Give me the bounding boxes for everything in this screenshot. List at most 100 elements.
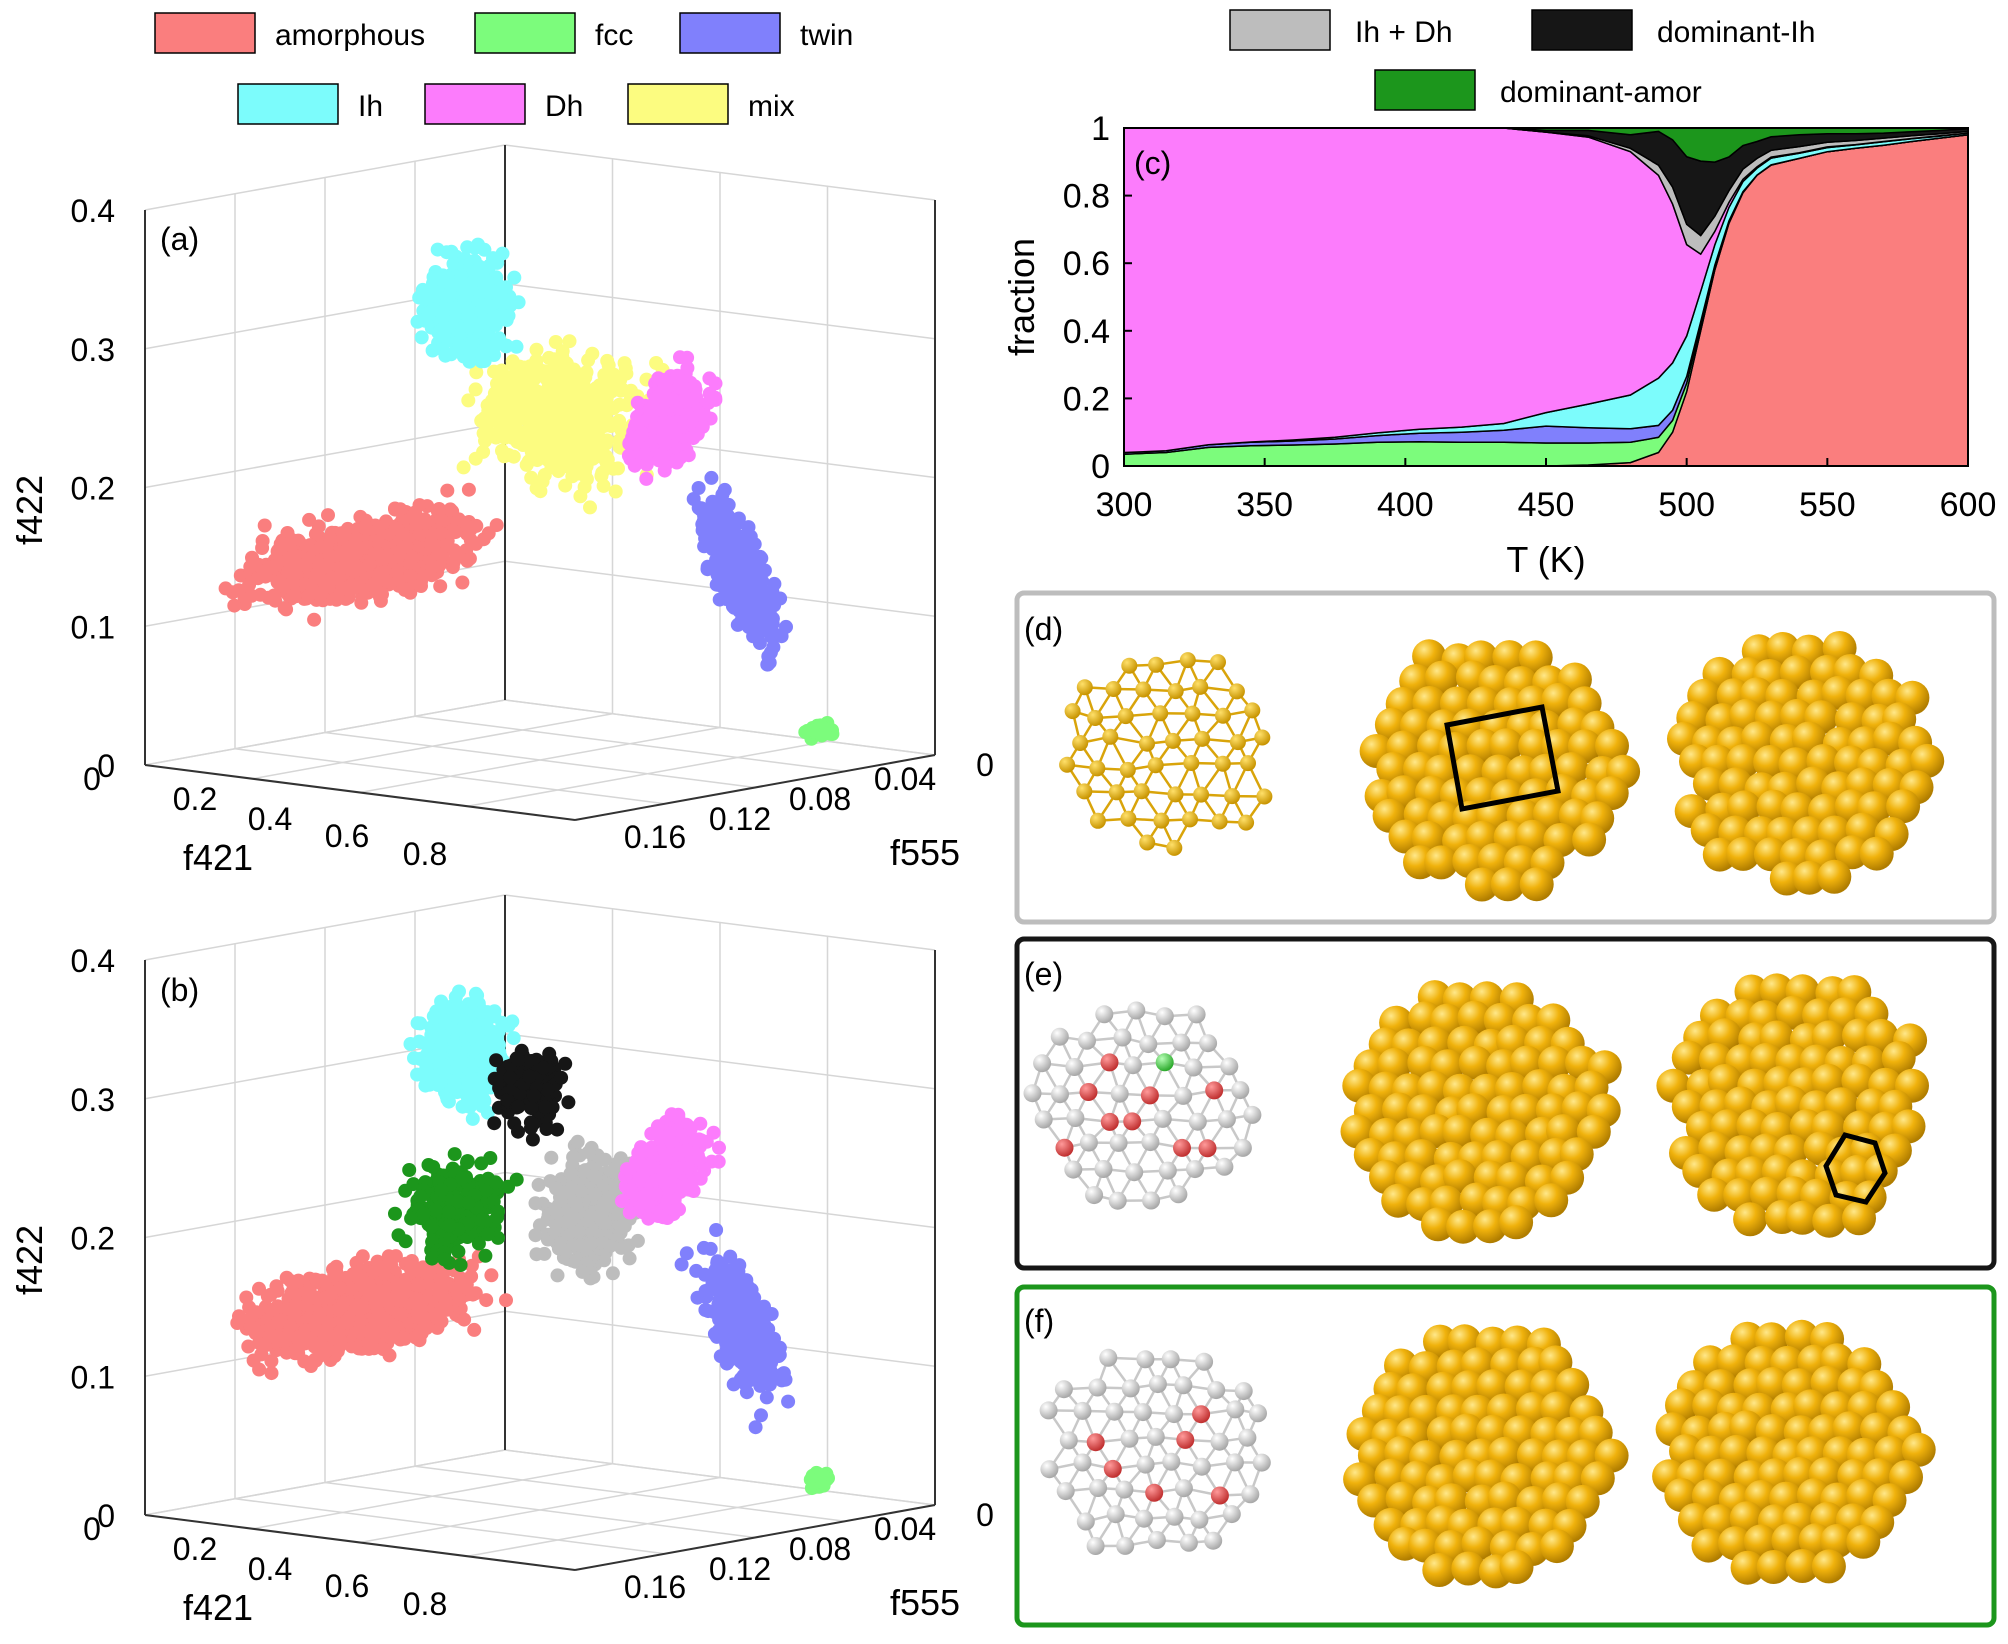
scatter-point xyxy=(524,1101,539,1116)
cluster-Dh xyxy=(621,350,723,486)
scatter-point xyxy=(444,244,459,259)
scatter-point xyxy=(767,596,782,611)
scatter-point xyxy=(761,649,776,664)
y-axis-label: f555 xyxy=(890,832,960,873)
scatter-point xyxy=(471,237,485,252)
scatter-point xyxy=(425,560,439,574)
scatter-point xyxy=(528,1196,543,1211)
scatter-point xyxy=(558,478,573,493)
scatter-point xyxy=(526,1088,541,1103)
x-axis-label: f421 xyxy=(183,837,253,878)
scatter-point xyxy=(461,393,476,408)
axis-edge xyxy=(144,764,576,821)
scatter-point xyxy=(288,1346,302,1361)
scatter-point xyxy=(460,240,475,255)
scatter-point xyxy=(468,451,483,466)
scatter-point xyxy=(392,573,406,588)
scatter-point xyxy=(304,581,319,596)
legend-swatch-ih_dh xyxy=(1229,9,1331,51)
scatter-point xyxy=(434,1183,449,1198)
scatter-point xyxy=(537,1246,552,1261)
legend-label-Dh: Dh xyxy=(545,90,583,123)
legend-entry-Ih: Ih xyxy=(237,83,383,125)
scatter-point xyxy=(588,1170,603,1185)
scatter-point xyxy=(703,1241,718,1256)
grid-line xyxy=(467,740,828,807)
scatter-point xyxy=(340,1315,355,1330)
scatter-point xyxy=(461,1086,476,1101)
scatter-point xyxy=(752,550,767,564)
scatter-point xyxy=(730,1274,745,1289)
scatter-point xyxy=(408,1330,423,1345)
y-tick-label: 0.16 xyxy=(624,1569,686,1605)
scatter-point xyxy=(550,1268,565,1283)
cluster-twin xyxy=(686,470,793,672)
scatter-point xyxy=(606,461,621,476)
scatter-point xyxy=(554,1241,569,1256)
scatter-point xyxy=(714,1277,729,1292)
scatter-point xyxy=(440,483,455,498)
cluster-dominant_ih xyxy=(487,1043,576,1147)
scatter-point xyxy=(672,379,686,394)
scatter-point xyxy=(402,1163,417,1177)
scatter-point xyxy=(680,361,695,375)
x-tick-label: 0.8 xyxy=(403,836,447,872)
legend-label-dominant_amor: dominant-amor xyxy=(1500,76,1702,109)
scatter-point xyxy=(245,1308,260,1323)
legend-label-fcc: fcc xyxy=(595,19,633,52)
scatter-point xyxy=(781,1394,796,1409)
scatter-point xyxy=(761,1342,776,1357)
scatter-point xyxy=(392,544,407,559)
panel-a-3d-scatter: 00.10.20.30.400.20.4 0.6 0.8 0.16 0.120.080.… xyxy=(9,144,994,878)
scatter-point xyxy=(739,1385,754,1400)
x-tick-label: 0.2 xyxy=(173,1531,217,1567)
scatter-point xyxy=(333,1281,348,1296)
scatter-point xyxy=(656,449,671,464)
scatter-point xyxy=(814,728,829,743)
scatter-point xyxy=(416,1206,431,1221)
scatter-point xyxy=(434,1314,449,1329)
scatter-point xyxy=(717,482,732,497)
scatter-point xyxy=(257,518,272,533)
scatter-point xyxy=(679,395,694,410)
scatter-point xyxy=(308,569,323,584)
scatter-point xyxy=(246,1353,261,1368)
scatter-point xyxy=(573,489,588,504)
y-tick-label: 0.08 xyxy=(789,781,851,817)
scatter-point xyxy=(731,533,746,548)
scatter-point xyxy=(657,463,672,478)
grid-line xyxy=(234,1498,666,1555)
scatter-point xyxy=(279,602,294,617)
panel-a-points xyxy=(218,237,840,746)
scatter-point xyxy=(321,574,336,589)
scatter-point xyxy=(370,546,385,561)
cluster-amorphous xyxy=(218,482,504,627)
scatter-point xyxy=(481,281,496,296)
scatter-point xyxy=(218,581,233,596)
scatter-point xyxy=(577,453,592,468)
scatter-point xyxy=(388,1206,402,1221)
scatter-point xyxy=(481,526,496,541)
scatter-point xyxy=(260,1289,275,1304)
scatter-point xyxy=(270,1315,285,1330)
scatter-point xyxy=(779,619,793,634)
scatter-point xyxy=(639,471,654,486)
scatter-point xyxy=(398,1234,413,1249)
scatter-point xyxy=(495,246,510,261)
scatter-point xyxy=(507,270,522,285)
scatter-point xyxy=(447,1147,462,1162)
scatter-point xyxy=(731,511,746,526)
scatter-point xyxy=(434,994,449,1009)
scatter-point xyxy=(227,598,242,613)
legend-swatch-mix xyxy=(627,83,729,125)
scatter-point xyxy=(474,413,489,428)
scatter-point xyxy=(323,531,337,546)
scatter-point xyxy=(563,432,578,446)
x-tick-label: 0.6 xyxy=(325,1568,369,1604)
cluster-Ih xyxy=(410,237,526,369)
scatter-point xyxy=(433,272,448,286)
scatter-point xyxy=(563,412,578,427)
scatter-point xyxy=(281,564,296,579)
scatter-point xyxy=(484,1268,499,1283)
